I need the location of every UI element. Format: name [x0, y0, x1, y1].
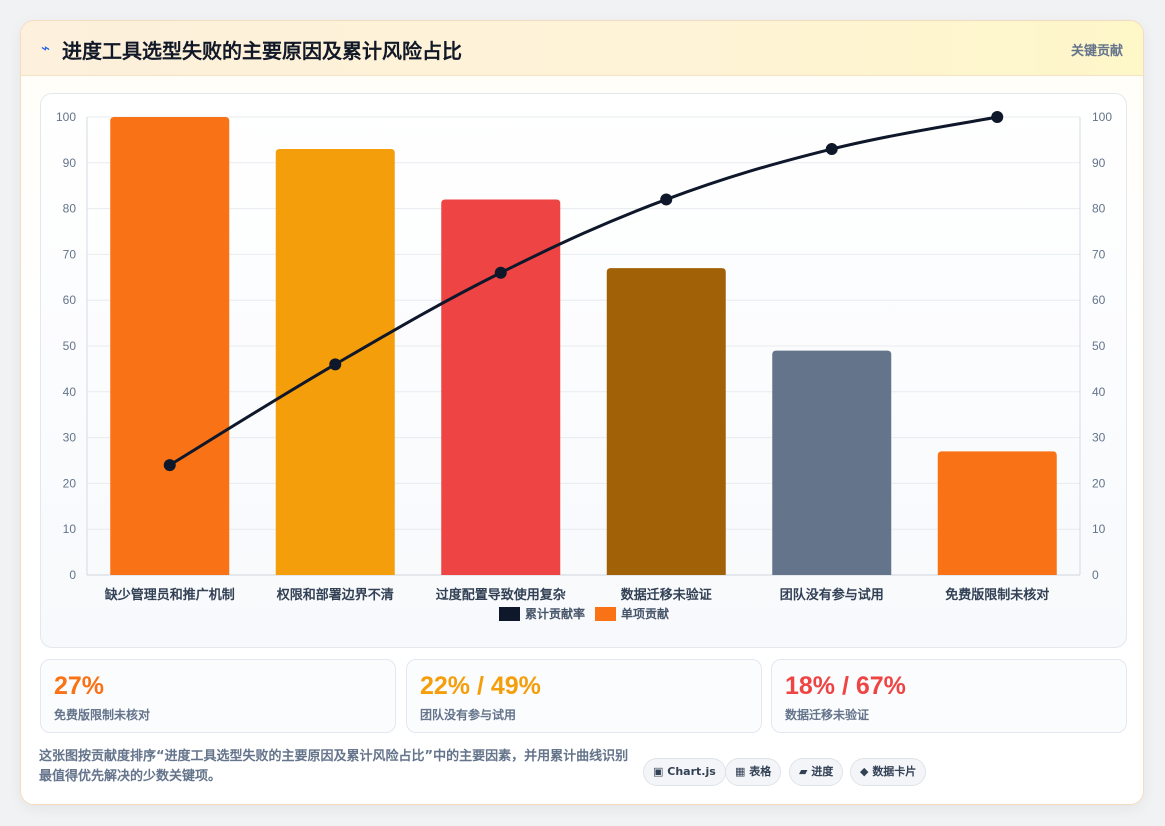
card-header: ⌁ 进度工具选型失败的主要原因及累计风险占比 关键贡献 [21, 21, 1143, 76]
y2-tick-label: 0 [1092, 568, 1099, 582]
stat-card-3: 18% / 67% 数据迁移未验证 [771, 659, 1127, 733]
x-tick-label: 过度配置导致使用复杂 [436, 587, 566, 602]
y-tick-label: 60 [63, 293, 77, 307]
stat-value: 18% / 67% [785, 672, 906, 700]
chip-table[interactable]: ▦ 表格 [725, 758, 782, 786]
pareto-chart: 0 10 20 30 40 50 60 70 80 90 100 0 10 20 30 40 50 60 70 80 9… [56, 110, 1112, 621]
y-tick-label: 50 [63, 339, 77, 353]
y-tick-label: 30 [63, 431, 77, 445]
chip-label: 表格 [749, 765, 772, 778]
chart-icon: ▣ [653, 765, 664, 778]
y-tick-label: 40 [63, 385, 77, 399]
y2-tick-label: 40 [1092, 385, 1106, 399]
chip-progress[interactable]: ▰ 进度 [789, 758, 844, 786]
bar [110, 117, 230, 575]
y-tick-label: 10 [63, 522, 77, 536]
y-tick-label: 90 [63, 156, 77, 170]
y2-tick-label: 50 [1092, 339, 1106, 353]
x-tick-label: 缺少管理员和推广机制 [104, 587, 235, 602]
bar [441, 199, 561, 575]
x-tick-label: 权限和部署边界不清 [276, 587, 394, 602]
y-tick-label: 0 [69, 568, 76, 582]
chip-label: Chart.js [667, 765, 716, 778]
y2-tick-label: 80 [1092, 202, 1106, 216]
stat-card-2: 22% / 49% 团队没有参与试用 [406, 659, 762, 733]
stat-value: 27% [54, 672, 105, 700]
y-tick-label: 100 [56, 110, 76, 124]
stat-label: 免费版限制未核对 [54, 708, 151, 722]
legend-swatch [499, 607, 520, 621]
progress-icon: ▰ [799, 765, 808, 778]
y-tick-label: 80 [63, 202, 77, 216]
stat-label: 数据迁移未验证 [785, 708, 870, 722]
y2-tick-label: 30 [1092, 431, 1106, 445]
x-tick-label: 免费版限制未核对 [945, 587, 1049, 602]
cumulative-point [494, 266, 507, 279]
chip-label: 数据卡片 [872, 765, 917, 778]
lightning-icon: ⌁ [41, 39, 51, 57]
chip-chartjs[interactable]: ▣ Chart.js [643, 758, 726, 786]
stat-value: 22% / 49% [420, 672, 541, 700]
chart-description: 这张图按贡献度排序“进度工具选型失败的主要原因及累计风险占比”中的主要因素，并用… [39, 749, 629, 784]
y2-tick-label: 90 [1092, 156, 1106, 170]
legend-swatch [595, 607, 616, 621]
legend-label: 累计贡献率 [525, 606, 585, 621]
stat-label: 团队没有参与试用 [420, 708, 517, 722]
y2-tick-label: 70 [1092, 247, 1106, 261]
cumulative-point [660, 193, 673, 206]
cumulative-point [163, 459, 176, 472]
x-tick-label: 数据迁移未验证 [621, 587, 712, 602]
y2-tick-label: 20 [1092, 476, 1106, 490]
chip-data-card[interactable]: ◆ 数据卡片 [850, 758, 927, 786]
y-tick-label: 70 [63, 247, 77, 261]
chip-label: 进度 [811, 765, 834, 778]
bar [772, 350, 892, 575]
y-tick-label: 20 [63, 476, 77, 490]
bar [606, 268, 726, 575]
pareto-card: ⌁ 进度工具选型失败的主要原因及累计风险占比 关键贡献 0 10 20 30 40 50 6… [20, 20, 1144, 805]
header-badge: 关键贡献 [1070, 44, 1123, 59]
y2-tick-label: 10 [1092, 522, 1106, 536]
legend-label: 单项贡献 [621, 606, 669, 621]
bar [937, 451, 1057, 575]
cumulative-line [168, 115, 998, 467]
cumulative-point [991, 111, 1004, 123]
stat-card-1: 27% 免费版限制未核对 [40, 659, 396, 733]
y2-tick-label: 60 [1092, 293, 1106, 307]
chart-panel: 0 10 20 30 40 50 60 70 80 90 100 0 10 20 30 40 50 60 70 80 9… [40, 93, 1127, 648]
table-icon: ▦ [735, 765, 746, 778]
cumulative-point [329, 358, 342, 371]
page-title: 进度工具选型失败的主要原因及累计风险占比 [62, 39, 462, 63]
cumulative-point [825, 143, 838, 156]
x-tick-label: 团队没有参与试用 [780, 587, 884, 602]
diamond-icon: ◆ [860, 765, 869, 778]
y2-tick-label: 100 [1092, 110, 1112, 124]
